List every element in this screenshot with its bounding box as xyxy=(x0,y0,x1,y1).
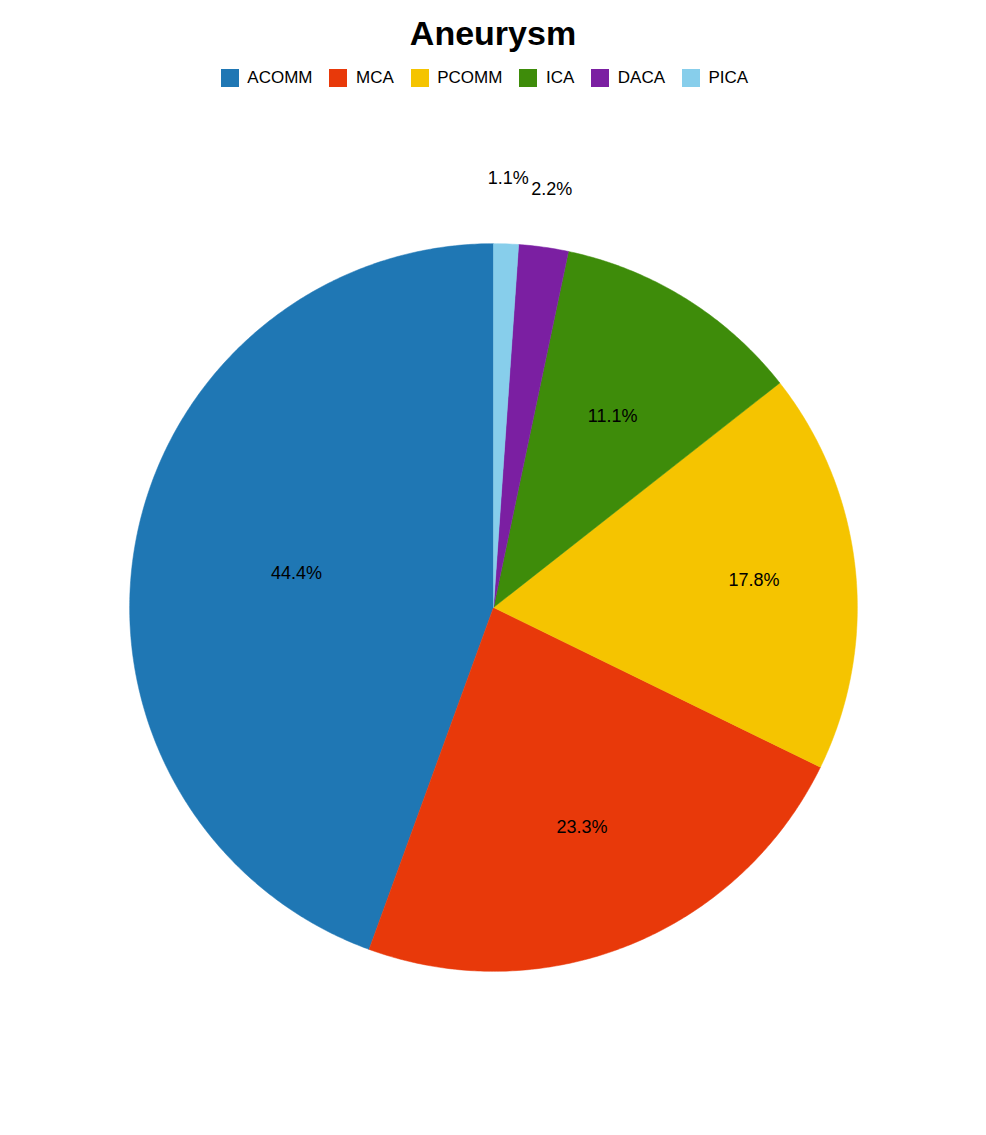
svg-text:2.2%: 2.2% xyxy=(531,179,572,199)
svg-text:1.1%: 1.1% xyxy=(488,168,529,188)
html-text:ACOMM: ACOMM xyxy=(247,67,313,87)
html-text:PICA: PICA xyxy=(708,67,749,87)
html-text:PCOMM: PCOMM xyxy=(437,67,503,87)
svg-text:44.4%: 44.4% xyxy=(271,562,322,582)
svg-text:17.8%: 17.8% xyxy=(728,569,779,589)
html-text:ICA: ICA xyxy=(545,67,575,87)
html-text:Aneurysm: Aneurysm xyxy=(409,14,577,52)
svg-text:23.3%: 23.3% xyxy=(557,816,608,836)
svg-text:11.1%: 11.1% xyxy=(588,405,638,425)
html-text:DACA: DACA xyxy=(617,67,665,87)
html-text:MCA: MCA xyxy=(356,67,394,87)
